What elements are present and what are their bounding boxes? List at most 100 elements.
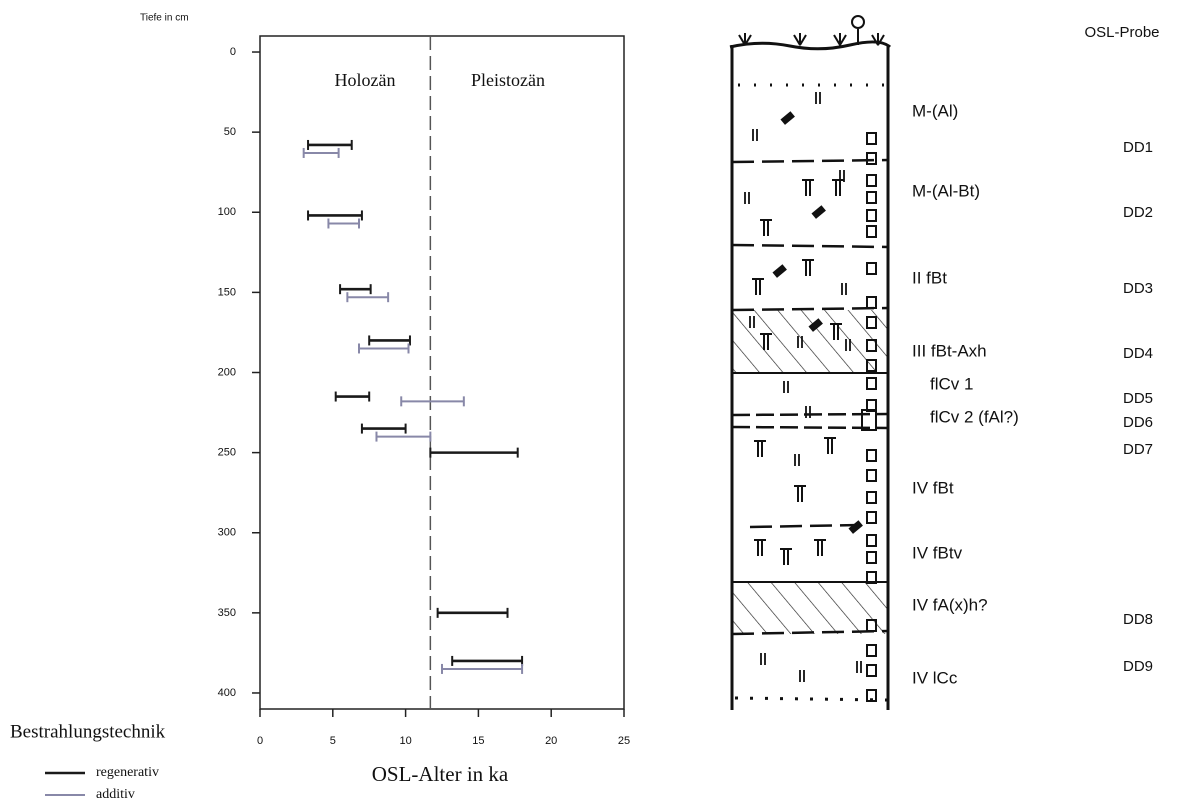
sample-title: OSL-Probe <box>1084 24 1159 41</box>
clay-symbol <box>780 548 792 565</box>
horizon-label: flCv 2 (fAl?) <box>930 407 1019 426</box>
sample-label: DD4 <box>1123 345 1153 362</box>
y-tick-label: 150 <box>218 286 236 298</box>
silt-symbol <box>856 661 862 673</box>
silt-symbol <box>760 653 766 665</box>
sample-label: DD9 <box>1123 658 1153 675</box>
clay-symbol <box>760 333 772 350</box>
y-tick-label: 300 <box>218 527 236 539</box>
sample-box <box>866 152 877 165</box>
clay-symbol <box>830 323 842 340</box>
x-tick-label: 10 <box>399 735 411 747</box>
y-tick-label: 200 <box>218 366 236 378</box>
y-tick-label: 400 <box>218 687 236 699</box>
clay-symbol <box>802 259 814 276</box>
y-tick-label: 250 <box>218 447 236 459</box>
legend-label: regenerativ <box>96 765 159 780</box>
sample-box <box>866 491 877 504</box>
sample-box <box>866 511 877 524</box>
sample-label: DD3 <box>1123 280 1153 297</box>
x-tick-label: 0 <box>257 735 263 747</box>
horizon-label: IV lCc <box>912 668 958 687</box>
sample-label: DD6 <box>1123 414 1153 431</box>
clay-symbol <box>754 539 766 556</box>
clay-symbol <box>824 437 836 454</box>
profile-symbols <box>744 92 877 702</box>
sample-box <box>866 664 877 677</box>
sample-box <box>866 132 877 145</box>
silt-symbol <box>841 283 847 295</box>
sample-box <box>866 689 877 702</box>
silt-symbol <box>815 92 821 104</box>
concretion-symbol <box>772 264 787 278</box>
y-tick-label: 350 <box>218 607 236 619</box>
concretion-symbol <box>808 318 823 332</box>
sample-label: DD2 <box>1123 204 1153 221</box>
horizon-label: IV fBt <box>912 478 954 497</box>
legend-title: Bestrahlungstechnik <box>10 721 166 742</box>
legend-label: additiv <box>96 787 135 802</box>
sample-box <box>866 551 877 564</box>
sample-box <box>866 316 877 329</box>
sample-box <box>866 534 877 547</box>
sample-box <box>866 209 877 222</box>
y-tick-label: 100 <box>218 206 236 218</box>
sample-box <box>866 619 877 632</box>
sample-box <box>866 339 877 352</box>
sample-label: DD5 <box>1123 390 1153 407</box>
x-tick-label: 5 <box>330 735 336 747</box>
y-axis-title: Tiefe in cm <box>140 13 189 24</box>
clay-symbol <box>794 485 806 502</box>
silt-symbol <box>797 336 803 348</box>
sample-box <box>866 469 877 482</box>
x-axis-title: OSL-Alter in ka <box>372 762 509 786</box>
silt-symbol <box>805 406 811 418</box>
silt-symbol <box>749 316 755 328</box>
sample-box <box>861 409 877 431</box>
silt-symbol <box>783 381 789 393</box>
silt-symbol <box>845 339 851 351</box>
horizon-label: flCv 1 <box>930 374 973 393</box>
silt-symbol <box>752 129 758 141</box>
sample-box <box>866 571 877 584</box>
concretion-symbol <box>780 111 795 125</box>
annotation: Pleistozän <box>471 70 545 90</box>
sample-box <box>866 449 877 462</box>
sample-box <box>866 174 877 187</box>
horizon-label: III fBt-Axh <box>912 341 987 360</box>
plot-frame <box>259 35 625 710</box>
sample-box <box>866 262 877 275</box>
y-tick-label: 50 <box>224 126 236 138</box>
horizon-label: M-(Al-Bt) <box>912 181 980 200</box>
sample-box <box>866 225 877 238</box>
horizon-label: IV fA(x)h? <box>912 595 988 614</box>
sample-label: DD7 <box>1123 441 1153 458</box>
clay-symbol <box>814 539 826 556</box>
x-tick-label: 25 <box>618 735 630 747</box>
clay-symbol <box>754 440 766 457</box>
x-tick-label: 20 <box>545 735 557 747</box>
y-tick-label: 0 <box>230 46 236 58</box>
silt-symbol <box>839 170 845 182</box>
silt-symbol <box>744 192 750 204</box>
clay-symbol <box>752 278 764 295</box>
clay-symbol <box>832 179 844 196</box>
clay-symbol <box>802 179 814 196</box>
clay-symbol <box>760 219 772 236</box>
concretion-symbol <box>848 520 863 534</box>
horizon-label: IV fBtv <box>912 543 963 562</box>
sample-box <box>866 296 877 309</box>
sample-box <box>866 359 877 372</box>
x-tick-label: 15 <box>472 735 484 747</box>
annotation: Holozän <box>335 70 396 90</box>
sample-label: DD1 <box>1123 139 1153 156</box>
horizon-label: M-(Al) <box>912 101 958 120</box>
sample-box <box>866 644 877 657</box>
horizon-label: II fBt <box>912 268 947 287</box>
sample-box <box>866 377 877 390</box>
silt-symbol <box>799 670 805 682</box>
concretion-symbol <box>811 205 826 219</box>
sample-label: DD8 <box>1123 611 1153 628</box>
silt-symbol <box>794 454 800 466</box>
